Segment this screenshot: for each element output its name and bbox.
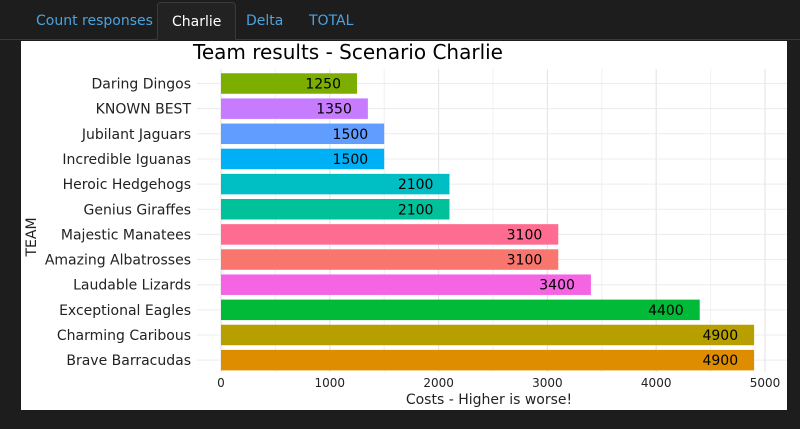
bar-value-label: 3100 <box>507 227 543 243</box>
bar <box>221 123 385 145</box>
bar-value-label: 3400 <box>539 278 575 294</box>
bar-value-label: 1350 <box>316 102 352 118</box>
bar <box>221 224 559 245</box>
tab-bar: Count responses Charlie Delta TOTAL <box>0 0 800 40</box>
bar-value-label: 1250 <box>305 77 341 93</box>
category-label: Genius Giraffes <box>84 202 191 218</box>
x-tick-label: 1000 <box>315 376 346 390</box>
category-label: Brave Barracudas <box>66 353 191 369</box>
bar <box>221 148 385 170</box>
chart-panel: Team results - Scenario Charlie Daring D… <box>21 40 787 410</box>
tab-count-responses[interactable]: Count responses <box>36 13 153 29</box>
bar-value-label: 4900 <box>702 328 738 344</box>
bar <box>221 249 559 270</box>
category-label: Jubilant Jaguars <box>81 127 191 143</box>
bar <box>221 349 755 371</box>
category-label: Heroic Hedgehogs <box>63 177 191 193</box>
tab-delta[interactable]: Delta <box>246 13 284 29</box>
category-label: KNOWN BEST <box>96 102 192 118</box>
bar <box>221 274 591 295</box>
tab-charlie[interactable]: Charlie <box>157 2 237 40</box>
category-label: Incredible Iguanas <box>62 152 191 168</box>
x-axis-label: Costs - Higher is worse! <box>406 392 572 408</box>
category-label: Daring Dingos <box>91 77 191 93</box>
category-label: Laudable Lizards <box>73 278 191 294</box>
bar <box>221 98 368 119</box>
tab-total[interactable]: TOTAL <box>309 13 354 29</box>
x-tick-label: 0 <box>217 376 225 390</box>
y-axis-label: TEAM <box>24 217 40 257</box>
bar <box>221 173 450 195</box>
bar <box>221 324 755 346</box>
chart-title: Team results - Scenario Charlie <box>192 41 503 64</box>
bar-value-label: 1500 <box>333 152 369 168</box>
bar-value-label: 3100 <box>507 253 543 269</box>
x-tick-label: 2000 <box>423 376 454 390</box>
bar-value-label: 1500 <box>333 127 369 143</box>
bar-chart: Team results - Scenario Charlie Daring D… <box>24 40 787 408</box>
category-label: Charming Caribous <box>57 328 191 344</box>
bar-value-label: 2100 <box>398 177 434 193</box>
bar-value-label: 4900 <box>702 353 738 369</box>
x-tick-label: 5000 <box>750 376 781 390</box>
x-tick-label: 3000 <box>532 376 563 390</box>
bar <box>221 299 700 321</box>
bar-value-label: 4400 <box>648 303 684 319</box>
bar <box>221 199 450 220</box>
category-label: Exceptional Eagles <box>59 303 191 319</box>
x-tick-label: 4000 <box>641 376 672 390</box>
bar-value-label: 2100 <box>398 202 434 218</box>
bar <box>221 73 357 94</box>
category-label: Majestic Manatees <box>61 227 191 243</box>
category-label: Amazing Albatrosses <box>45 253 191 269</box>
